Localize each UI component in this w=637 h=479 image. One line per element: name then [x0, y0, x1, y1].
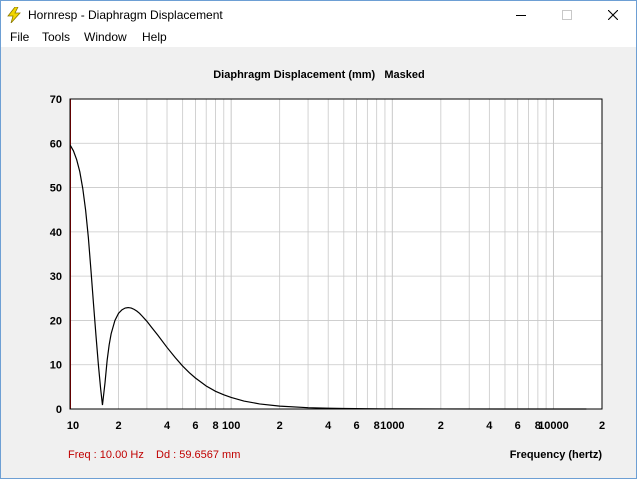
- x-tick-label: 8: [212, 420, 218, 432]
- x-tick-label: 4: [325, 420, 332, 432]
- x-tick-label: 4: [486, 420, 493, 432]
- status-displacement: Dd : 59.6567 mm: [156, 449, 240, 461]
- displacement-chart[interactable]: Diaphragm Displacement (mm) Masked 01020…: [1, 47, 636, 478]
- menu-bar: File Tools Window Help: [1, 29, 636, 47]
- close-icon: [608, 10, 618, 20]
- menu-help[interactable]: Help: [142, 30, 167, 44]
- minimize-icon: [516, 15, 526, 16]
- y-tick-label: 60: [50, 138, 62, 150]
- menu-file[interactable]: File: [10, 30, 30, 44]
- x-tick-label: 6: [515, 420, 521, 432]
- y-tick-label: 0: [56, 404, 62, 416]
- y-tick-label: 10: [50, 360, 62, 372]
- y-tick-label: 30: [50, 271, 62, 283]
- x-tick-label: 2: [277, 420, 283, 432]
- x-tick-label: 2: [599, 420, 605, 432]
- close-button[interactable]: [590, 1, 636, 29]
- y-tick-label: 40: [50, 227, 62, 239]
- chart-title: Diaphragm Displacement (mm) Masked: [213, 69, 425, 81]
- window-title: Hornresp - Diaphragm Displacement: [28, 8, 223, 22]
- y-axis-ticks: 0 10 20 30 40 50 60 70: [50, 94, 62, 416]
- x-tick-label: 8: [374, 420, 380, 432]
- x-axis-title: Frequency (hertz): [510, 449, 603, 461]
- x-tick-label: 10000: [538, 420, 569, 432]
- chart-panel: Diaphragm Displacement (mm) Masked 0 10 20…: [1, 47, 636, 478]
- x-tick-label: 6: [354, 420, 360, 432]
- plot-area[interactable]: [70, 99, 602, 409]
- y-tick-label: 50: [50, 183, 62, 195]
- x-tick-label: 100: [222, 420, 240, 432]
- y-tick-label: 70: [50, 94, 62, 106]
- status-frequency: Freq : 10.00 Hz: [68, 449, 144, 461]
- y-tick-label: 20: [50, 315, 62, 327]
- maximize-icon: [562, 10, 572, 20]
- minimize-button[interactable]: [498, 1, 544, 29]
- x-tick-label: 6: [192, 420, 198, 432]
- menu-window[interactable]: Window: [84, 30, 127, 44]
- x-tick-label: 1000: [380, 420, 404, 432]
- x-tick-label: 8: [535, 420, 541, 432]
- x-tick-label: 2: [115, 420, 121, 432]
- title-bar[interactable]: Hornresp - Diaphragm Displacement: [1, 1, 636, 29]
- displacement-curve: [69, 144, 587, 410]
- grid-lines: [70, 99, 602, 409]
- x-tick-label: 10: [67, 420, 79, 432]
- maximize-button[interactable]: [544, 1, 590, 29]
- lightning-bolt-icon: [7, 7, 21, 23]
- plot-border: [69, 98, 603, 410]
- x-tick-label: 4: [164, 420, 171, 432]
- x-tick-label: 2: [438, 420, 444, 432]
- menu-tools[interactable]: Tools: [42, 30, 71, 44]
